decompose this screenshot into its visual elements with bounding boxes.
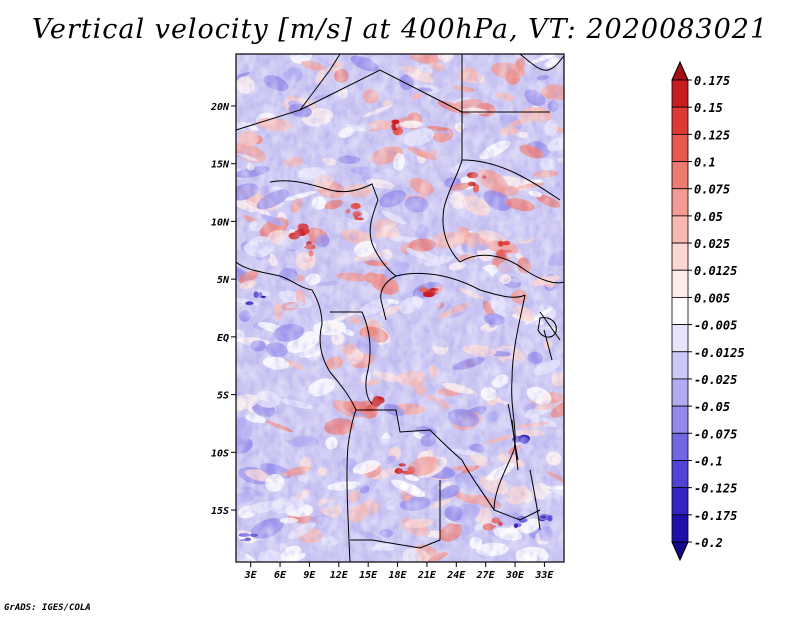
colorbar-label: 0.05: [694, 210, 723, 224]
lon-tick-label: 6E: [274, 570, 287, 581]
colorbar-box: [671, 324, 689, 353]
colorbar-box: [671, 405, 689, 434]
colorbar-label: -0.075: [694, 427, 737, 441]
colorbar-box: [671, 487, 689, 516]
lat-tick-label: 5N: [217, 275, 230, 286]
colorbar-box: [671, 133, 689, 162]
lon-tick-label: 21E: [417, 570, 437, 581]
border-drc-east: [493, 294, 526, 511]
lon-tick-label: 27E: [476, 570, 496, 581]
colorbar-label: -0.1: [694, 454, 723, 468]
colorbar-label: -0.05: [694, 400, 730, 414]
colorbar-label: -0.0125: [694, 346, 745, 360]
colorbar-label: 0.1: [694, 156, 716, 170]
colorbar-label: 0.005: [694, 291, 730, 305]
colorbar-box: [671, 269, 689, 298]
colorbar: 0.175 0.15 0.125 0.1 0.075 0.05 0.025 0.0125 0.0…: [671, 60, 745, 562]
border-libya-chad: [299, 69, 463, 113]
colorbar-label: 0.075: [694, 183, 730, 197]
border-zambia: [461, 459, 541, 521]
border-sudan-ethiopia: [461, 159, 561, 201]
lat-tick-label: 20N: [210, 102, 230, 113]
country-borders: [236, 54, 564, 562]
colorbar-label: 0.15: [694, 101, 723, 115]
colorbar-label: -0.025: [694, 373, 737, 387]
colorbar-box: [671, 215, 689, 244]
border-algeria-niger: [236, 54, 341, 131]
longitude-axis: 3E 6E 9E 12E 15E 18E 21E 24E 27E 30E 33E: [244, 562, 554, 581]
border-angola-zambia: [350, 480, 441, 549]
grads-credit: GrADS: IGES/COLA: [4, 603, 91, 613]
colorbar-box: [671, 297, 689, 325]
lon-tick-label: 18E: [389, 570, 408, 581]
border-congo-gabon: [330, 311, 373, 405]
lat-tick-label: 15S: [211, 506, 229, 517]
border-car-drc: [395, 272, 526, 298]
velocity-field: [236, 54, 564, 562]
colorbar-box: [671, 432, 689, 461]
colorbar-label: -0.005: [694, 319, 737, 333]
lon-tick-label: 9E: [303, 570, 316, 581]
map-frame: [235, 53, 565, 563]
colorbar-box: [671, 351, 689, 380]
colorbar-box: [671, 188, 689, 217]
lon-tick-label: 30E: [505, 570, 525, 581]
latitude-axis: 20N 15N 10N 5N EQ 5S 10S 15S: [210, 102, 236, 517]
colorbar-box: [671, 79, 689, 108]
colorbar-top-arrow: [671, 60, 689, 81]
colorbar-label: 0.125: [694, 128, 730, 142]
colorbar-label: -0.125: [694, 482, 737, 496]
colorbar-label: 0.0125: [694, 264, 737, 278]
lake-victoria: [537, 317, 557, 338]
border-drc-angola: [356, 409, 463, 461]
colorbar-box: [671, 378, 689, 407]
lon-tick-label: 24E: [446, 570, 466, 581]
border-sudan-chad: [442, 112, 463, 263]
lat-tick-label: 15N: [211, 160, 230, 171]
border-chad-west: [369, 199, 397, 277]
colorbar-label: 0.025: [694, 237, 730, 251]
lake-malawi: [529, 469, 541, 531]
border-niger-nigeria: [269, 180, 379, 201]
colorbar-bottom-arrow: [671, 541, 689, 562]
colorbar-label: -0.175: [694, 509, 737, 523]
lat-tick-label: EQ: [217, 333, 229, 344]
colorbar-box: [671, 242, 689, 271]
border-ssudan: [459, 254, 564, 284]
lon-tick-label: 33E: [534, 570, 554, 581]
colorbar-label: 0.175: [694, 74, 730, 88]
colorbar-box: [671, 161, 689, 190]
lon-tick-label: 15E: [359, 570, 378, 581]
lon-tick-label: 12E: [330, 570, 349, 581]
map-title: Vertical velocity [m/s] at 400hPa, VT: 2…: [31, 14, 769, 45]
lat-tick-label: 10N: [211, 217, 230, 228]
colorbar-label: -0.2: [694, 536, 723, 550]
colorbar-box: [671, 514, 689, 543]
red-sea-coast: [519, 54, 564, 71]
colorbar-box: [671, 460, 689, 489]
coastline-west: [236, 261, 357, 562]
border-cameroon-car: [380, 275, 397, 321]
lake-tanganyika: [507, 403, 519, 461]
colorbar-box: [671, 106, 689, 135]
lat-tick-label: 5S: [217, 391, 229, 402]
field-texture-fine: [236, 54, 564, 562]
lat-tick-label: 10S: [211, 448, 229, 459]
lon-tick-label: 3E: [244, 570, 258, 581]
